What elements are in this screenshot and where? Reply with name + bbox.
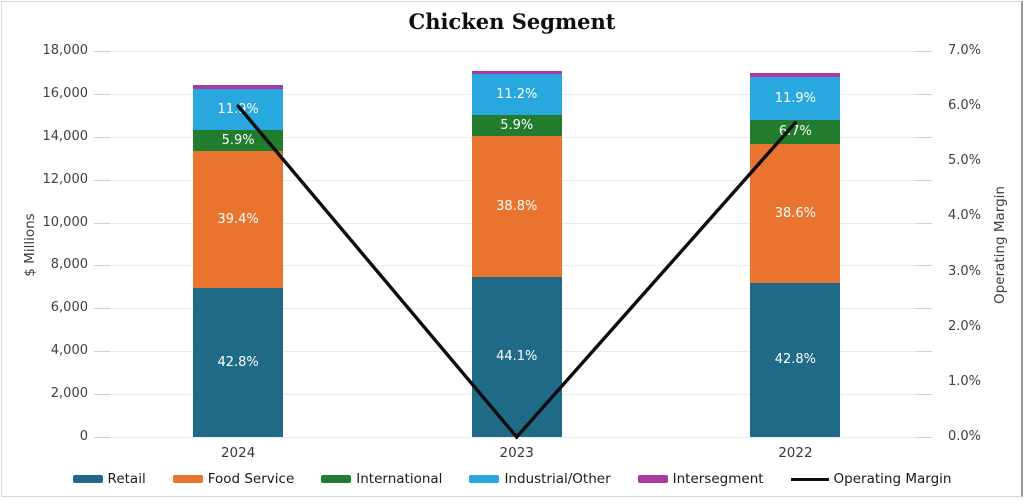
right-tick-mark [917, 222, 932, 224]
bar-segment-retail-2024: 42.8% [193, 287, 284, 437]
segment-percent-label: 5.9% [500, 117, 534, 133]
left-axis-tick-label: 16,000 [42, 85, 89, 101]
left-axis-tick-label: 4,000 [50, 343, 88, 359]
segment-percent-label: 42.8% [774, 352, 817, 368]
right-axis-tick-label: 2.0% [948, 318, 982, 334]
bar-segment-food-service-2023: 38.8% [471, 136, 562, 277]
bar-segment-industrial-other-2024: 11.9% [193, 88, 284, 131]
right-tick-mark [917, 308, 932, 310]
left-axis-tick-label: 0 [79, 429, 88, 444]
bar-segment-industrial-other-2022: 11.9% [750, 76, 841, 120]
left-tick-mark [94, 351, 110, 353]
plot-area: 42.8% 39.4% 5.9% 11.9% 44.1% 38.8% 5.9% 11.2% 42… [110, 51, 917, 440]
left-axis-title: $ Millions [22, 213, 38, 277]
legend: Retail Food Service International Industria… [0, 471, 1024, 487]
left-axis-tick-label: 6,000 [50, 300, 88, 316]
right-tick-mark [917, 437, 932, 438]
left-axis-tick-label: 14,000 [42, 128, 89, 144]
legend-swatch [469, 475, 500, 483]
legend-swatch [72, 475, 103, 483]
left-tick-mark [94, 179, 110, 181]
legend-label: Operating Margin [833, 471, 952, 487]
legend-label: Intersegment [672, 471, 764, 487]
bar-segment-food-service-2022: 38.6% [750, 143, 841, 283]
x-axis-label-2022: 2022 [778, 445, 813, 461]
bar-segment-intersegment-2022 [750, 73, 841, 77]
legend-item-international: International [321, 471, 442, 487]
left-axis-tick-label: 10,000 [42, 214, 89, 230]
gridline [110, 51, 917, 52]
legend-label: International [356, 471, 443, 487]
right-tick-mark [917, 136, 932, 138]
legend-swatch [637, 475, 668, 483]
bar-segment-retail-2022: 42.8% [750, 282, 841, 437]
legend-label: Industrial/Other [504, 471, 611, 487]
right-axis-tick-label: 5.0% [948, 153, 982, 169]
bar-segment-intersegment-2024 [193, 85, 284, 89]
left-tick-mark [94, 437, 110, 438]
legend-swatch [790, 477, 829, 481]
left-tick-mark [94, 136, 110, 138]
left-axis-tick-label: 2,000 [50, 386, 88, 402]
right-axis-tick-label: 1.0% [948, 373, 982, 389]
legend-label: Food Service [207, 471, 295, 487]
legend-item-intersegment: Intersegment [637, 471, 764, 487]
right-axis-tick-label: 6.0% [948, 98, 982, 114]
segment-percent-label: 11.9% [217, 101, 259, 117]
left-axis-tick-label: 12,000 [42, 171, 89, 187]
left-tick-mark [94, 51, 110, 52]
legend-item-operating-margin: Operating Margin [790, 471, 952, 487]
right-axis-tick-label: 0.0% [948, 429, 982, 444]
bar-segment-food-service-2024: 39.4% [193, 150, 284, 288]
gridline [110, 437, 917, 438]
left-axis-tick-label: 8,000 [50, 257, 88, 273]
operating-margin-polyline [236, 104, 798, 440]
right-tick-mark [917, 93, 932, 95]
right-tick-mark [917, 265, 932, 267]
chart-title: Chicken Segment [408, 9, 616, 34]
right-tick-mark [917, 351, 932, 353]
legend-swatch [172, 475, 203, 483]
left-tick-mark [94, 394, 110, 396]
segment-percent-label: 5.9% [221, 132, 255, 148]
left-tick-mark [94, 308, 110, 310]
segment-percent-label: 11.2% [496, 86, 538, 102]
right-axis-tick-label: 4.0% [948, 208, 982, 224]
legend-label: Retail [107, 471, 146, 487]
legend-item-retail: Retail [72, 471, 146, 487]
segment-percent-label: 38.8% [496, 198, 538, 214]
bar-segment-intersegment-2023 [471, 70, 562, 74]
x-axis-label-2023: 2023 [499, 445, 534, 461]
legend-swatch [321, 475, 352, 483]
right-axis-tick-label: 3.0% [948, 263, 982, 279]
bar-segment-international-2023: 5.9% [471, 114, 562, 137]
bar-segment-industrial-other-2023: 11.2% [471, 73, 562, 115]
segment-percent-label: 38.6% [774, 205, 817, 221]
right-axis-title: Operating Margin [992, 186, 1008, 304]
segment-percent-label: 42.8% [217, 354, 259, 370]
x-axis-label-2024: 2024 [220, 445, 256, 461]
operating-margin-line [236, 104, 798, 440]
segment-percent-label: 39.4% [217, 211, 259, 227]
legend-item-food-service: Food Service [172, 471, 295, 487]
left-axis-tick-label: 18,000 [42, 43, 89, 58]
left-tick-mark [94, 265, 110, 267]
segment-percent-label: 44.1% [496, 349, 538, 365]
left-tick-mark [94, 222, 110, 224]
right-tick-mark [917, 51, 932, 52]
right-axis-tick-label: 7.0% [948, 43, 982, 58]
left-tick-mark [94, 93, 110, 95]
bar-segment-retail-2023: 44.1% [471, 276, 562, 437]
segment-percent-label: 11.9% [774, 90, 817, 106]
right-tick-mark [917, 394, 932, 396]
legend-item-industrial-other: Industrial/Other [469, 471, 611, 487]
segment-percent-label: 6.7% [778, 124, 812, 140]
right-tick-mark [917, 179, 932, 181]
